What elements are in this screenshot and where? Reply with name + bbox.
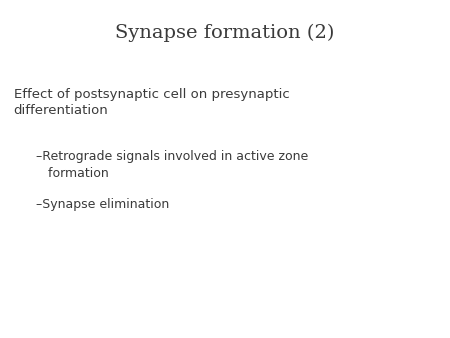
Text: –Synapse elimination: –Synapse elimination bbox=[36, 198, 169, 211]
Text: –Retrograde signals involved in active zone
   formation: –Retrograde signals involved in active z… bbox=[36, 150, 308, 180]
Text: Effect of postsynaptic cell on presynaptic
differentiation: Effect of postsynaptic cell on presynapt… bbox=[14, 88, 289, 117]
Text: Synapse formation (2): Synapse formation (2) bbox=[115, 24, 335, 42]
